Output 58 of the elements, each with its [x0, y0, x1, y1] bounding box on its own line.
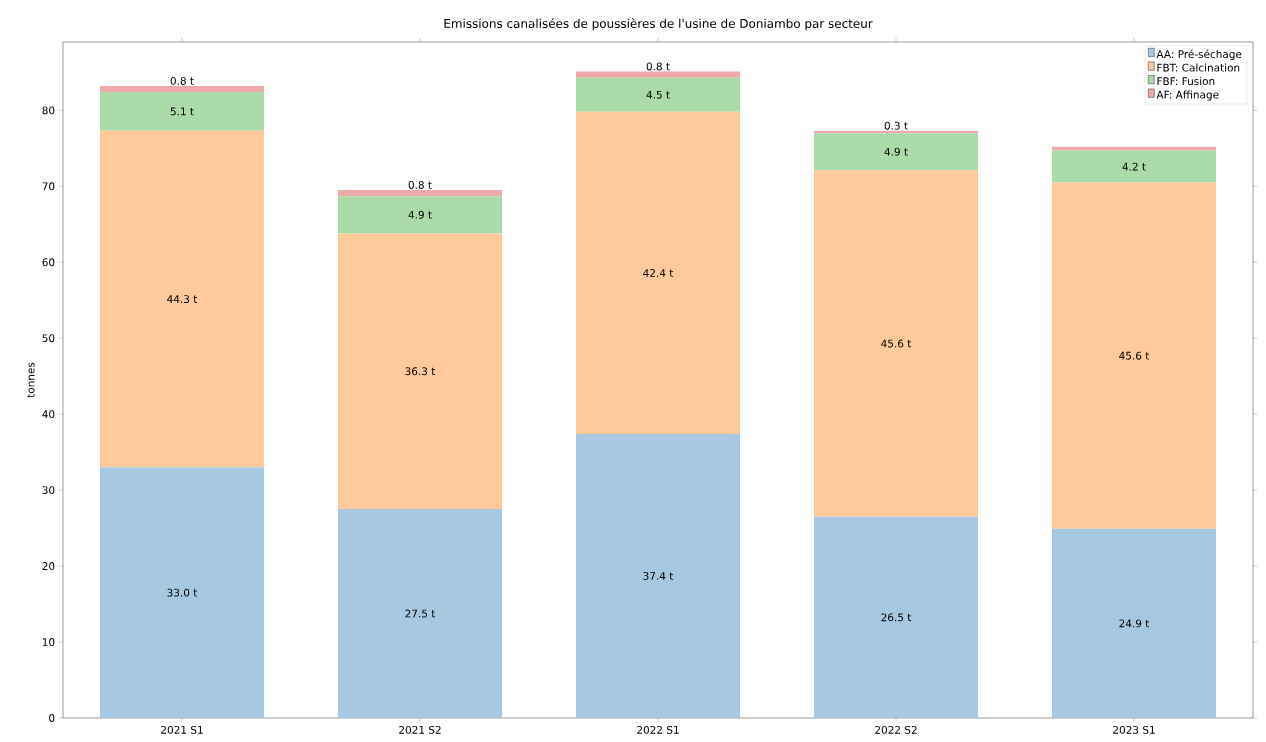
y-tick-label: 20 [42, 562, 55, 571]
y-tick-label: 10 [42, 638, 55, 646]
bar [100, 467, 265, 718]
data-label: 33.0 t [167, 588, 198, 597]
data-label: 24.9 t [1119, 619, 1150, 628]
data-label: 36.3 t [405, 367, 436, 376]
y-tick-label: 60 [42, 258, 55, 267]
bar [1052, 150, 1217, 183]
bar [100, 86, 265, 93]
x-tick-label: 2021 S1 [161, 725, 203, 734]
bar [338, 233, 503, 510]
y-axis-title: tonnes [27, 362, 35, 398]
y-tick-label: 40 [42, 410, 55, 419]
chart-title: Emissions canalisées de poussières de l'usine de Doniambo par secteur [444, 18, 873, 31]
data-label: 5.1 t [170, 107, 194, 116]
legend-label: FBT: Calcination [1157, 63, 1240, 72]
data-label: 4.2 t [1122, 162, 1146, 171]
data-label: 37.4 t [643, 571, 674, 580]
bar [814, 516, 979, 718]
y-tick-label: 30 [42, 486, 55, 495]
data-label: 0.8 t [646, 62, 670, 71]
y-tick-label: 80 [42, 106, 55, 115]
bar [100, 92, 265, 131]
legend-label: AA: Pré-séchage [1156, 49, 1242, 61]
data-label: 45.6 t [881, 339, 912, 348]
bar [338, 509, 503, 718]
data-label: 0.8 t [170, 76, 194, 85]
data-label: 4.5 t [646, 90, 670, 99]
bar [576, 77, 741, 112]
data-label: 4.9 t [884, 147, 908, 156]
bar [1052, 182, 1217, 529]
bar [576, 71, 741, 78]
legend-label: AF: Affinage [1156, 90, 1219, 101]
bar [100, 130, 265, 468]
data-label: 42.4 t [643, 269, 674, 277]
data-label: 0.3 t [884, 121, 908, 130]
legend-label: FBF: Fusion [1157, 76, 1215, 86]
data-label: 45.6 t [1119, 351, 1150, 360]
bar [1052, 528, 1217, 718]
bar [814, 133, 979, 171]
bar [576, 111, 741, 434]
y-tick-label: 70 [42, 182, 55, 191]
bar [1052, 146, 1217, 151]
y-tick-label: 50 [42, 334, 55, 343]
bar [814, 170, 979, 517]
bar [576, 433, 741, 718]
x-tick-label: 2022 S1 [637, 725, 679, 734]
x-tick-label: 2023 S1 [1113, 725, 1155, 734]
x-tick-label: 2021 S2 [399, 725, 441, 734]
data-label: 27.5 t [405, 609, 436, 618]
data-label: 26.5 t [881, 613, 912, 622]
data-label: 4.9 t [408, 210, 432, 219]
y-tick-label: 0 [49, 714, 55, 722]
data-label: 0.8 t [408, 180, 432, 189]
bar [338, 190, 503, 197]
data-label: 44.3 t [167, 295, 198, 304]
x-tick-label: 2022 S2 [875, 725, 917, 734]
bar [338, 196, 503, 234]
